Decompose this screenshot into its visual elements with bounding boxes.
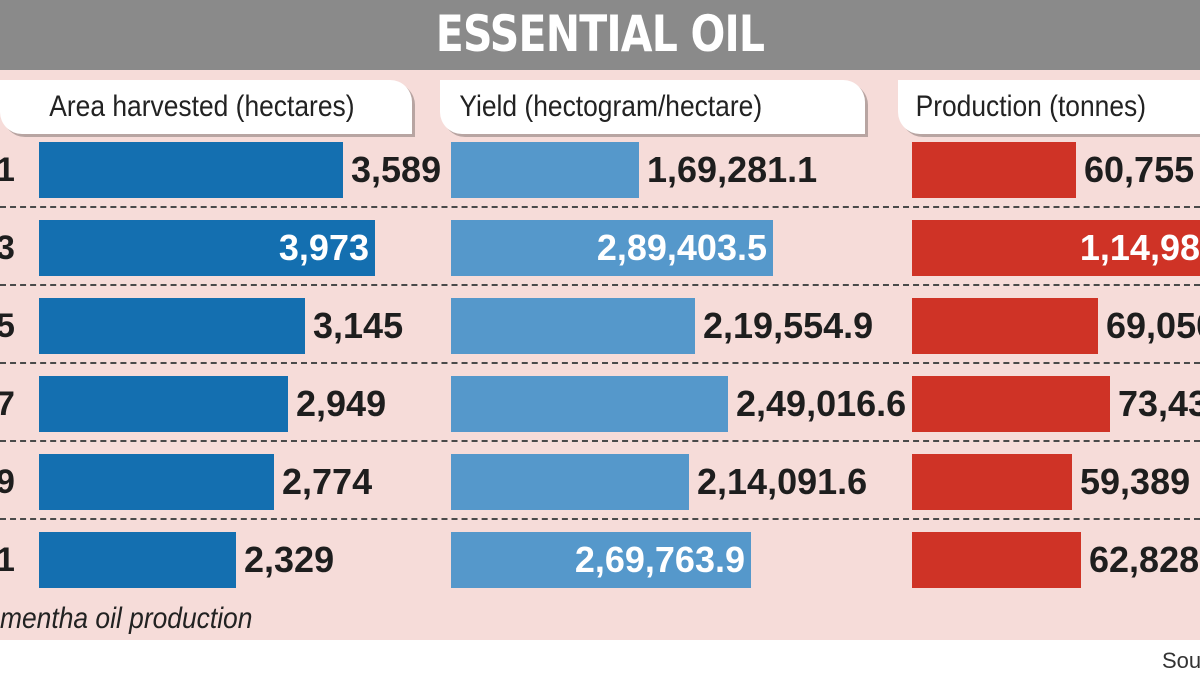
year-label: 1 xyxy=(0,541,15,579)
value-label-area: 2,949 xyxy=(296,383,387,424)
value-label-yield: 2,19,554.9 xyxy=(703,305,874,346)
header-area-harvested-text: Area harvested (hectares) xyxy=(49,90,355,123)
value-label-production: 60,755 xyxy=(1084,149,1195,190)
bar-production xyxy=(912,532,1081,588)
value-label-yield: 2,89,403.5 xyxy=(596,228,767,268)
bar-yield xyxy=(451,220,773,276)
header-area-harvested: Area harvested (hectares) xyxy=(0,80,412,134)
bar-area xyxy=(39,220,375,276)
year-label: 7 xyxy=(0,385,15,423)
row-divider xyxy=(0,440,1200,442)
year-label: 3 xyxy=(0,229,15,267)
year-label: 9 xyxy=(0,463,15,501)
bar-area xyxy=(39,532,236,588)
value-label-area: 2,329 xyxy=(244,539,335,580)
year-label: 5 xyxy=(0,307,15,345)
value-label-area: 2,774 xyxy=(282,461,373,502)
value-label-production: 69,050 xyxy=(1106,305,1200,346)
bar-area xyxy=(39,376,288,432)
bar-yield xyxy=(451,298,695,354)
value-label-area: 3,145 xyxy=(313,305,404,346)
value-label-production: 62,828 xyxy=(1089,539,1200,580)
bar-yield xyxy=(451,142,639,198)
bar-yield xyxy=(451,532,751,588)
header-production: Production (tonnes) xyxy=(898,80,1200,134)
bar-production xyxy=(912,142,1076,198)
row-divider xyxy=(0,362,1200,364)
row-divider xyxy=(0,206,1200,208)
bar-production xyxy=(912,376,1110,432)
value-label-yield: 1,69,281.1 xyxy=(647,149,818,190)
header-yield-text: Yield (hectogram/hectare) xyxy=(459,90,763,123)
value-label-yield: 2,69,763.9 xyxy=(574,540,745,580)
header-production-text: Production (tonnes) xyxy=(915,90,1146,123)
bar-yield xyxy=(451,376,728,432)
bar-area xyxy=(39,298,305,354)
bar-yield xyxy=(451,454,689,510)
row-divider xyxy=(0,518,1200,520)
row-divider xyxy=(0,284,1200,286)
title-bar xyxy=(0,0,1200,70)
year-label: 1 xyxy=(0,151,15,189)
value-label-yield: 2,14,091.6 xyxy=(697,461,868,502)
value-label-production: 59,389 xyxy=(1080,461,1191,502)
bar-area xyxy=(39,454,274,510)
value-label-yield: 2,49,016.6 xyxy=(736,383,907,424)
bar-production xyxy=(912,454,1072,510)
value-label-area: 3,589 xyxy=(351,149,442,190)
bar-production xyxy=(912,298,1098,354)
header-yield: Yield (hectogram/hectare) xyxy=(440,80,865,134)
chart-subtitle: mentha oil production xyxy=(0,602,253,635)
chart-title: ESSENTIAL OIL xyxy=(435,5,765,63)
bar-production xyxy=(912,220,1200,276)
value-label-production: 73,435 xyxy=(1118,383,1200,424)
value-label-production: 1,14,98 xyxy=(1079,228,1200,268)
bar-area xyxy=(39,142,343,198)
source-label: Sou xyxy=(1162,648,1200,673)
value-label-area: 3,973 xyxy=(278,228,369,268)
